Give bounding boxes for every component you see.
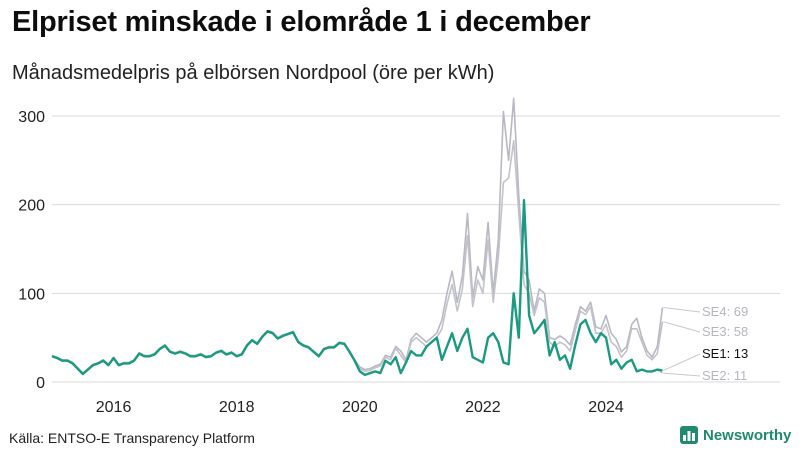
series-line-se1	[51, 198, 663, 377]
newsworthy-logo[interactable]: Newsworthy	[680, 426, 791, 444]
end-label-se2: SE2: 11	[702, 368, 747, 383]
x-tick-label-2020: 2020	[342, 399, 378, 416]
y-tick-label-200: 200	[18, 198, 45, 215]
chart-subtitle: Månadsmedelpris på elbörsen Nordpool (ör…	[12, 62, 495, 84]
connector-se4	[663, 307, 701, 313]
y-tick-label-0: 0	[36, 375, 45, 392]
grid-lines	[52, 115, 780, 383]
chart-title: Elpriset minskade i elområde 1 i decembe…	[12, 6, 591, 38]
series-line-se3	[51, 140, 664, 374]
y-tick-label-300: 300	[18, 109, 45, 126]
x-tick-label-2018: 2018	[219, 399, 255, 416]
connector-se3	[663, 321, 701, 333]
x-axis-ticks: 2016 2018 2020 2022 2024	[96, 399, 624, 416]
brand-name: Newsworthy	[703, 426, 792, 444]
series-lines	[51, 97, 664, 377]
x-tick-label-2024: 2024	[588, 399, 624, 416]
connector-se2	[663, 372, 701, 377]
x-tick-label-2022: 2022	[465, 399, 501, 416]
end-labels: SE4: 69 SE3: 58 SE2: 11 SE1: 13	[663, 304, 748, 383]
end-label-se3: SE3: 58	[702, 324, 748, 339]
connector-se1	[663, 353, 701, 371]
end-label-se4: SE4: 69	[702, 304, 748, 319]
bar-chart-icon	[680, 426, 698, 444]
y-tick-label-100: 100	[18, 286, 45, 303]
x-tick-label-2016: 2016	[96, 399, 132, 416]
end-label-se1: SE1: 13	[702, 346, 748, 361]
source-note: Källa: ENTSO-E Transparency Platform	[9, 430, 255, 446]
series-line-se4	[51, 97, 664, 374]
y-axis-ticks: 0 100 200 300	[18, 109, 45, 392]
